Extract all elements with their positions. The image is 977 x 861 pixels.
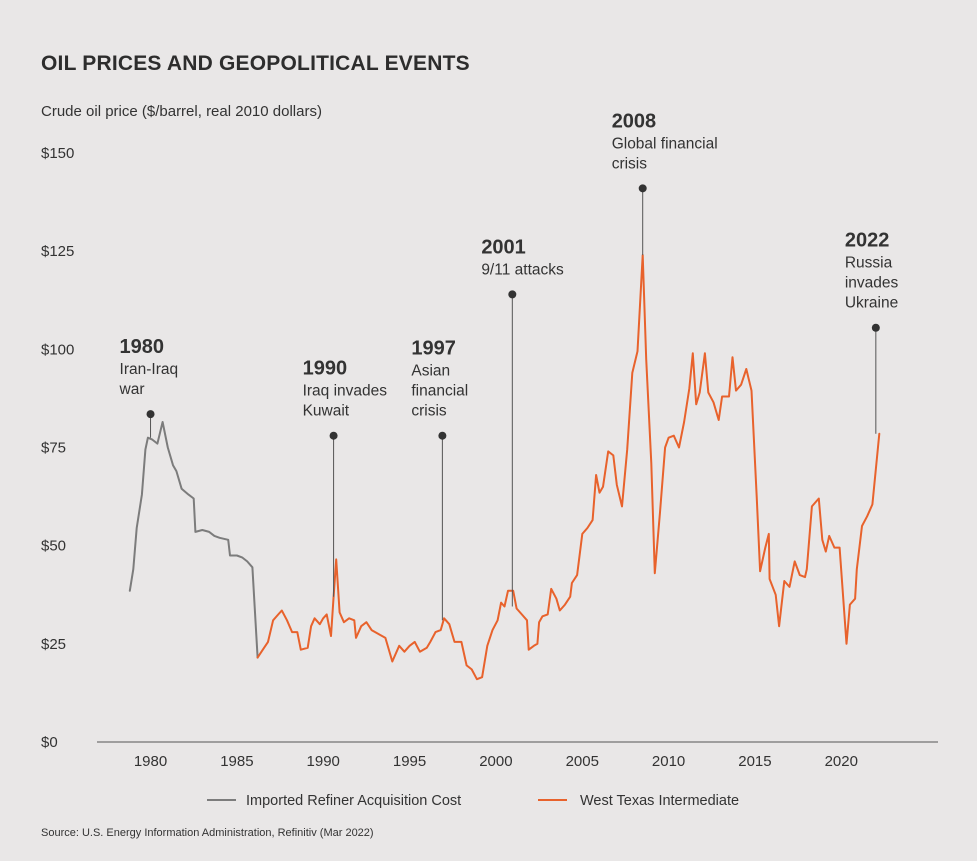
- annotation-text: Iraq invades: [303, 383, 388, 400]
- legend-label-wti: West Texas Intermediate: [580, 793, 739, 809]
- x-tick-label: 2005: [566, 753, 599, 770]
- annotation-dot: [438, 431, 447, 440]
- y-tick-label: $100: [41, 341, 74, 358]
- x-axis: 1980 1985 1990 1995 2000 2005 2010 2015 2020: [134, 753, 858, 770]
- x-tick-label: 2010: [652, 753, 685, 770]
- annotation-text: Iran-Iraq: [120, 361, 179, 378]
- annotation-year: 1980: [120, 336, 164, 358]
- series-line-refiner: [128, 421, 259, 659]
- annotation-text: Ukraine: [845, 295, 898, 312]
- x-tick-label: 2020: [825, 753, 858, 770]
- annotation-text: Global financial: [612, 135, 718, 152]
- annotation-text: Kuwait: [303, 403, 350, 420]
- annotation-year: 1990: [303, 358, 348, 380]
- annotation-text: financial: [411, 383, 468, 400]
- x-tick-label: 1995: [393, 753, 426, 770]
- series-line-wti: [256, 254, 881, 681]
- annotation-year: 2008: [612, 110, 657, 132]
- annotation-text: 9/11 attacks: [481, 261, 564, 278]
- annotation-dot: [329, 431, 338, 440]
- series-layer: [128, 254, 881, 681]
- legend-label-refiner: Imported Refiner Acquisition Cost: [246, 793, 461, 809]
- legend: Imported Refiner Acquisition Cost West T…: [207, 793, 739, 809]
- annotation-dot: [146, 410, 155, 419]
- y-tick-label: $150: [41, 145, 74, 162]
- annotation-text: invades: [845, 275, 899, 292]
- annotation-text: crisis: [612, 155, 648, 172]
- y-tick-label: $125: [41, 243, 74, 260]
- annotation-year: 2022: [845, 230, 890, 252]
- chart-title: OIL PRICES AND GEOPOLITICAL EVENTS: [41, 52, 470, 75]
- y-tick-label: $75: [41, 440, 66, 457]
- annotation-text: crisis: [411, 403, 447, 420]
- y-tick-label: $0: [41, 734, 58, 751]
- source-note: Source: U.S. Energy Information Administ…: [41, 827, 374, 839]
- annotation-dot: [638, 184, 647, 193]
- annotation-dot: [508, 290, 517, 299]
- annotation-dot: [871, 323, 880, 332]
- annotation-text: war: [119, 381, 145, 398]
- y-tick-label: $25: [41, 636, 66, 653]
- x-tick-label: 1980: [134, 753, 167, 770]
- y-tick-label: $50: [41, 538, 66, 555]
- annotation-text: Asian: [411, 363, 450, 380]
- annotation-year: 2001: [481, 236, 526, 258]
- x-tick-label: 2000: [479, 753, 512, 770]
- x-tick-label: 2015: [738, 753, 771, 770]
- y-axis-label: Crude oil price ($/barrel, real 2010 dol…: [41, 103, 322, 120]
- y-axis: $0 $25 $50 $75 $100 $125 $150: [41, 145, 74, 751]
- event-annotations: 1980 Iran-Iraq war 1990 Iraq invades Kuwait 19…: [119, 110, 899, 621]
- annotation-text: Russia: [845, 255, 893, 272]
- x-tick-label: 1985: [220, 753, 253, 770]
- annotation-year: 1997: [411, 338, 456, 360]
- x-tick-label: 1990: [307, 753, 340, 770]
